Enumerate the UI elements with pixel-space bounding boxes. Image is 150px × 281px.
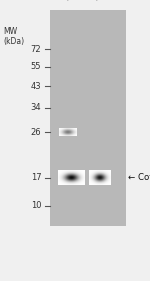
Text: MW
(kDa): MW (kDa) [3, 27, 24, 46]
Text: PC-12: PC-12 [63, 0, 86, 3]
Text: 26: 26 [31, 128, 41, 137]
Text: 72: 72 [31, 45, 41, 54]
Text: ← Cofilin 1: ← Cofilin 1 [128, 173, 150, 182]
Text: 43: 43 [31, 82, 41, 91]
Bar [50, 10, 126, 226]
Text: Rat2: Rat2 [91, 0, 111, 3]
Text: 10: 10 [31, 201, 41, 210]
Text: 17: 17 [31, 173, 41, 182]
Text: 34: 34 [31, 103, 41, 112]
Text: 55: 55 [31, 62, 41, 71]
